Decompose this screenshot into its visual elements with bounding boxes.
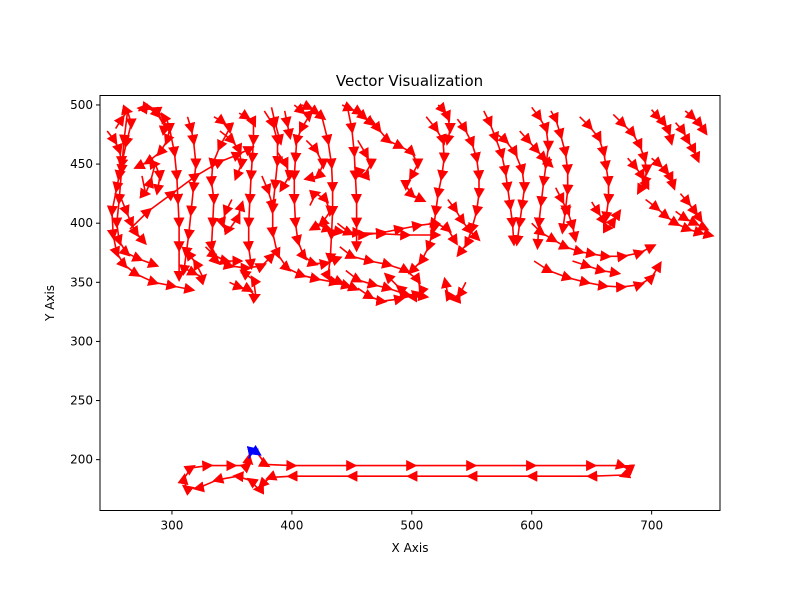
vector-stroke-59 xyxy=(675,210,710,231)
vector-stroke-40 xyxy=(482,110,519,247)
chart-title: Vector Visualization xyxy=(336,72,483,90)
vector-stroke-34 xyxy=(357,287,424,307)
vector-stroke-50 xyxy=(589,201,622,234)
vector-paths xyxy=(106,99,715,496)
vector-stroke-15 xyxy=(229,269,262,305)
y-tick-label: 250 xyxy=(70,394,93,408)
vector-stroke-51 xyxy=(612,113,653,195)
vector-stroke-23 xyxy=(303,139,329,183)
vector-stroke-24 xyxy=(308,189,337,231)
vector-stroke-60 xyxy=(106,130,128,182)
vector-stroke-10 xyxy=(205,113,276,274)
start-vector xyxy=(246,444,262,459)
vector-stroke-52 xyxy=(627,157,650,191)
vector-stroke-57 xyxy=(684,108,708,136)
y-tick-label: 200 xyxy=(70,453,93,467)
vector-stroke-8 xyxy=(168,128,185,282)
vector-stroke-35 xyxy=(407,116,450,275)
vector-stroke-37 xyxy=(456,118,485,258)
y-tick-label: 400 xyxy=(70,216,93,230)
plot-frame xyxy=(99,95,721,511)
vector-stroke-21 xyxy=(280,110,294,140)
y-tick-label: 300 xyxy=(70,334,93,348)
vector-stroke-26 xyxy=(345,110,363,253)
y-axis-ticks: 200 250 300 350 400 450 500 xyxy=(70,98,100,467)
vector-stroke-55 xyxy=(645,198,715,240)
vector-underline xyxy=(177,452,636,496)
vector-stroke-29 xyxy=(369,116,427,203)
vector-stroke-41 xyxy=(495,132,531,247)
vector-stroke-14 xyxy=(238,109,260,271)
vector-stroke-36 xyxy=(435,101,456,146)
vector-stroke-17 xyxy=(268,107,284,146)
vector-stroke-46 xyxy=(531,222,657,263)
vector-stroke-6 xyxy=(179,116,202,277)
vector-stroke-28 xyxy=(353,139,377,181)
vector-stroke-11 xyxy=(204,246,244,267)
vector-stroke-58 xyxy=(679,193,703,224)
vector-stroke-47 xyxy=(533,260,662,293)
vector-stroke-5 xyxy=(139,158,165,199)
vector-stroke-44 xyxy=(548,110,574,235)
start-marker xyxy=(246,444,262,459)
x-tick-label: 700 xyxy=(640,519,663,533)
x-tick-label: 400 xyxy=(280,519,303,533)
y-tick-label: 450 xyxy=(70,157,93,171)
vector-stroke-31 xyxy=(315,221,442,241)
vector-stroke-48 xyxy=(572,258,622,278)
vector-stroke-61 xyxy=(119,199,147,246)
vector-stroke-56 xyxy=(674,122,701,164)
vector-stroke-33 xyxy=(345,269,430,302)
y-tick-label: 500 xyxy=(70,98,93,112)
vector-stroke-54 xyxy=(650,156,677,191)
x-tick-label: 300 xyxy=(161,519,184,533)
y-tick-label: 350 xyxy=(70,275,93,289)
y-axis-label: Y Axis xyxy=(43,285,57,322)
vector-stroke-49 xyxy=(579,116,615,223)
vector-stroke-38 xyxy=(447,199,481,242)
vector-stroke-39 xyxy=(441,276,468,304)
vector-stroke-18 xyxy=(260,175,277,211)
vector-stroke-22 xyxy=(301,99,327,121)
plot-area xyxy=(106,99,715,496)
vector-stroke-32 xyxy=(339,246,429,303)
vector-stroke-19 xyxy=(276,151,296,193)
vector-stroke-7 xyxy=(183,249,208,286)
vector-stroke-13 xyxy=(215,199,246,236)
x-tick-label: 500 xyxy=(400,519,423,533)
x-axis-ticks: 300 400 500 600 700 xyxy=(161,510,663,533)
vector-stroke-53 xyxy=(649,108,675,146)
vector-stroke-12 xyxy=(219,130,248,182)
vector-stroke-3 xyxy=(136,100,172,136)
x-tick-label: 600 xyxy=(520,519,543,533)
vector-stroke-27 xyxy=(341,101,376,127)
x-axis-label: X Axis xyxy=(392,541,429,555)
vector-stroke-43 xyxy=(531,106,555,251)
vector-stroke-42 xyxy=(519,130,554,169)
